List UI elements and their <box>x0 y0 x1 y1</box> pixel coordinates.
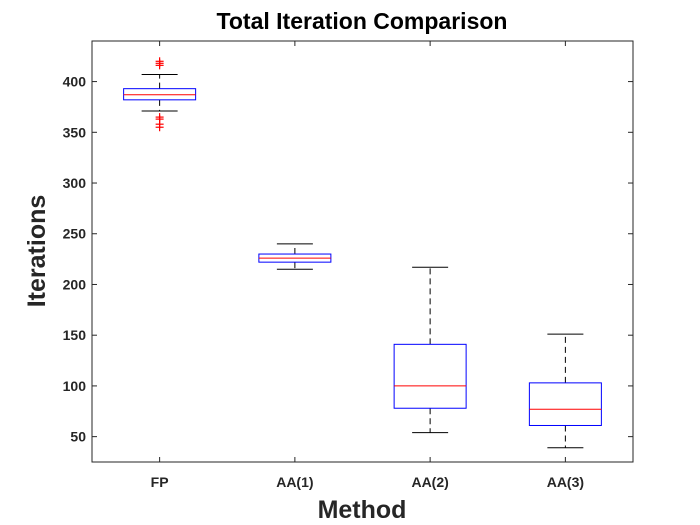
iqr-box <box>393 343 467 409</box>
y-axis-label: Iterations <box>23 195 51 308</box>
axes: 50 100 150 200 250 300 350 400 FP AA(1) AA(2) AA(3) <box>63 40 634 490</box>
box-marks <box>123 57 602 449</box>
axes-frame <box>91 40 634 463</box>
box-group <box>258 243 332 270</box>
y-tick-label: 50 <box>70 429 86 445</box>
box-group <box>393 266 467 434</box>
x-tick-label: AA(1) <box>276 474 313 490</box>
iqr-box <box>528 382 602 426</box>
y-tick-label: 250 <box>63 226 87 242</box>
y-tick-label: 100 <box>63 378 87 394</box>
y-tick-label: 400 <box>63 74 87 90</box>
box-group <box>123 57 197 132</box>
box-group <box>528 333 602 449</box>
y-tick-label: 150 <box>63 327 87 343</box>
x-tick-label: FP <box>151 474 169 490</box>
chart-title: Total Iteration Comparison <box>217 8 508 34</box>
x-tick-label: AA(2) <box>411 474 448 490</box>
outlier-marker <box>155 113 164 122</box>
iqr-box <box>123 88 197 101</box>
x-axis-label: Method <box>318 496 407 524</box>
x-tick-label: AA(3) <box>547 474 584 490</box>
y-tick-label: 200 <box>63 276 87 292</box>
y-tick-label: 300 <box>63 175 87 191</box>
y-tick-label: 350 <box>63 124 87 140</box>
outlier-marker <box>155 57 164 66</box>
